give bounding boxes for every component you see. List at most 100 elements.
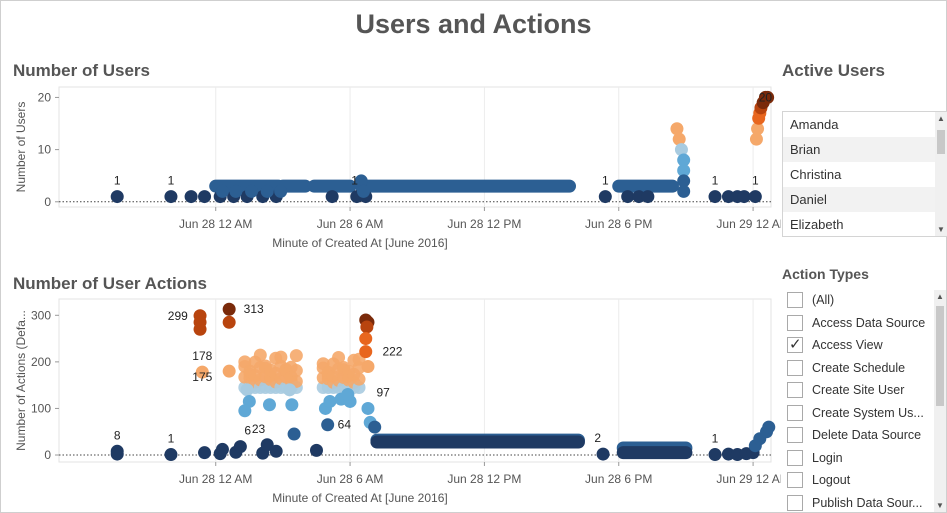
filter-delete-data-source[interactable]: Delete Data Source <box>787 425 937 447</box>
actions-data-point <box>359 345 373 359</box>
actions-ytick-label: 0 <box>44 448 51 462</box>
filter-label: Logout <box>812 473 851 487</box>
scroll-down-icon[interactable]: ▼ <box>936 501 944 510</box>
types-scroll-thumb[interactable] <box>936 306 944 406</box>
actions-data-point <box>222 302 236 316</box>
users-chart-title: Number of Users <box>13 61 150 80</box>
users-data-point <box>325 190 339 204</box>
actions-data-point <box>222 364 236 378</box>
checkbox-access-data-source[interactable] <box>787 314 803 331</box>
types-scrollbar[interactable]: ▲ ▼ <box>934 290 946 512</box>
users-data-point <box>677 153 691 167</box>
actions-xaxis-label: Minute of Created At [June 2016] <box>272 491 447 505</box>
users-ytick-label: 20 <box>38 90 52 104</box>
scroll-up-icon[interactable]: ▲ <box>937 114 945 123</box>
actions-data-point <box>240 383 254 397</box>
active-users-list[interactable]: Amanda Brian Christina Daniel Elizabeth … <box>782 111 947 237</box>
actions-xtick-label: Jun 29 12 AM <box>716 472 781 486</box>
users-data-point <box>721 190 735 204</box>
actions-data-point <box>341 387 355 401</box>
filter-label: Delete Data Source <box>812 428 922 442</box>
users-data-label: 1 <box>114 174 121 188</box>
actions-data-label: 6 <box>244 424 251 438</box>
filter-create-system-user[interactable]: Create System Us... <box>787 403 937 425</box>
checkbox-create-site-user[interactable] <box>787 382 803 398</box>
actions-chart-title: Number of User Actions <box>13 274 207 293</box>
users-data-point <box>357 184 371 198</box>
user-item-daniel[interactable]: Daniel <box>783 187 935 212</box>
checkbox-publish-data-source[interactable] <box>787 494 803 511</box>
users-data-label: 1 <box>752 174 759 188</box>
users-scrollbar[interactable]: ▲ ▼ <box>935 112 947 236</box>
actions-data-label: 23 <box>252 422 266 436</box>
actions-xtick-label: Jun 28 6 AM <box>317 472 384 486</box>
users-data-point <box>748 190 762 204</box>
actions-cluster-point <box>274 350 288 364</box>
filter-label: Access View <box>812 338 883 352</box>
actions-data-point <box>708 448 722 462</box>
filter-login[interactable]: Login <box>787 448 937 470</box>
actions-data-point <box>360 320 374 334</box>
scroll-down-icon[interactable]: ▼ <box>937 225 945 234</box>
users-scroll-thumb[interactable] <box>937 130 945 154</box>
actions-cluster-point <box>352 372 366 386</box>
checkbox-logout[interactable] <box>787 472 803 488</box>
dashboard-title: Users and Actions <box>355 9 592 39</box>
actions-data-point <box>283 383 297 397</box>
users-data-label: 1 <box>351 174 358 188</box>
actions-data-point <box>762 420 776 434</box>
users-yaxis-label: Number of Users <box>14 102 28 193</box>
filter-access-data-source[interactable]: Access Data Source <box>787 313 937 335</box>
filter-all[interactable]: (All) <box>787 290 937 312</box>
users-data-label: 1 <box>602 174 609 188</box>
actions-data-point <box>110 447 124 461</box>
actions-cluster-point <box>332 350 346 364</box>
actions-data-point <box>359 332 373 346</box>
user-item-christina[interactable]: Christina <box>790 167 842 182</box>
actions-yaxis-label: Number of Actions (Defa... <box>14 310 28 451</box>
filter-create-site-user[interactable]: Create Site User <box>787 380 937 402</box>
filter-label: (All) <box>812 293 835 307</box>
users-data-point <box>354 174 368 188</box>
users-ytick-label: 0 <box>44 195 51 209</box>
scroll-up-icon[interactable]: ▲ <box>936 292 944 301</box>
filter-logout[interactable]: Logout <box>787 470 937 492</box>
actions-cluster-point <box>289 349 303 363</box>
filter-label: Create Site User <box>812 383 905 397</box>
actions-cluster-point <box>253 348 267 362</box>
checkbox-create-system-user[interactable] <box>787 404 803 421</box>
user-item-amanda[interactable]: Amanda <box>790 117 839 132</box>
users-data-point <box>677 163 691 177</box>
actions-data-point <box>287 427 301 441</box>
filter-label: Create Schedule <box>812 360 906 375</box>
users-xtick-label: Jun 28 6 PM <box>585 217 652 231</box>
users-xtick-label: Jun 28 6 AM <box>317 217 384 231</box>
checkbox-all[interactable] <box>787 292 803 308</box>
filter-access-view[interactable]: ✓ Access View <box>787 335 937 357</box>
users-data-label: 1 <box>168 174 175 188</box>
user-item-elizabeth[interactable]: Elizabeth <box>790 217 844 232</box>
users-data-point <box>215 184 229 198</box>
actions-cluster-1 <box>316 350 366 394</box>
actions-data-point <box>321 418 335 432</box>
action-types-title: Action Types <box>782 266 869 282</box>
actions-data-label: 1 <box>712 432 719 446</box>
users-band-3 <box>354 179 576 193</box>
checkbox-create-schedule[interactable] <box>787 359 803 376</box>
filter-label: Publish Data Sour... <box>812 495 923 510</box>
actions-band-1 <box>370 435 585 449</box>
users-data-point <box>598 190 612 204</box>
user-item-brian[interactable]: Brian <box>783 137 935 162</box>
checkbox-access-view[interactable]: ✓ <box>787 336 803 353</box>
checkbox-delete-data-source[interactable] <box>787 427 803 443</box>
actions-xtick-label: Jun 28 6 PM <box>585 472 652 486</box>
users-data-point <box>761 90 775 104</box>
users-data-point <box>621 190 635 204</box>
actions-ytick-label: 100 <box>31 401 51 415</box>
filter-publish-data-source[interactable]: Publish Data Sour... <box>787 493 937 513</box>
users-xaxis-label: Minute of Created At [June 2016] <box>272 236 447 250</box>
filter-create-schedule[interactable]: Create Schedule <box>787 358 937 380</box>
actions-xtick-label: Jun 28 12 PM <box>447 472 521 486</box>
checkbox-login[interactable] <box>787 449 803 466</box>
